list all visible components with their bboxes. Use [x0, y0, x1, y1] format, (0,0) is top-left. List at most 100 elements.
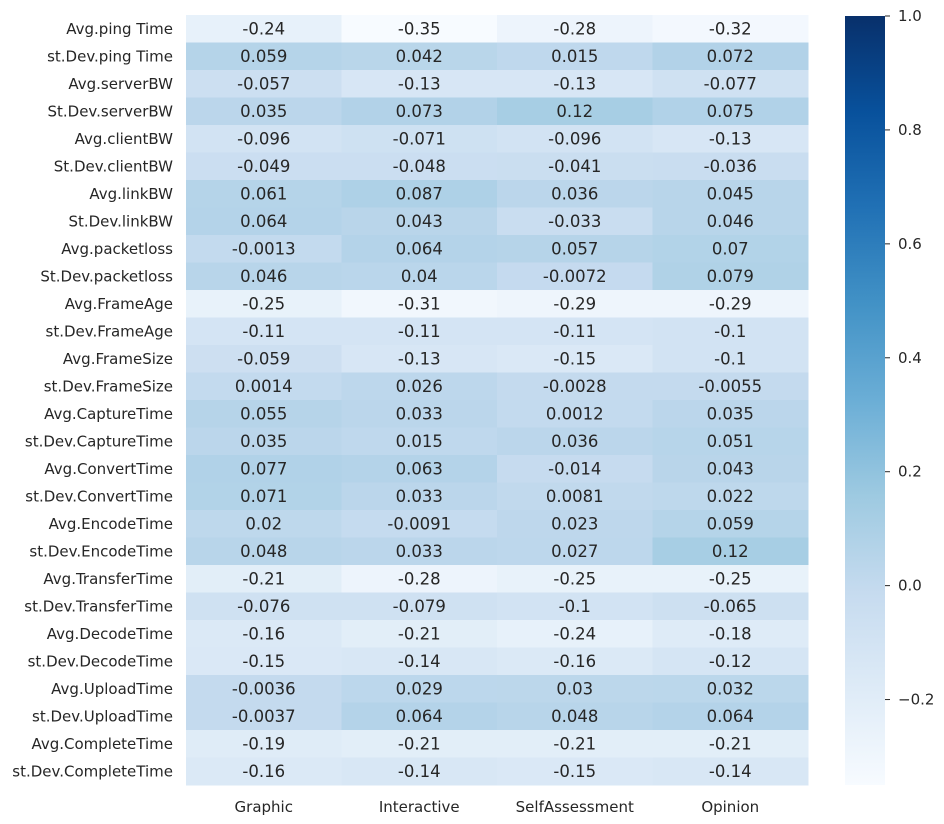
cell-value-label: 0.033	[396, 404, 443, 423]
heatmap-cell	[186, 180, 342, 208]
cell-value-label: 0.063	[396, 459, 443, 478]
cell-value-label: -0.071	[393, 129, 446, 148]
heatmap-cell	[497, 235, 653, 263]
heatmap-cell	[497, 592, 653, 621]
heatmap-cell	[652, 262, 809, 291]
row-label: st.Dev.CompleteTime	[12, 762, 173, 780]
cell-value-label: 0.061	[240, 184, 287, 203]
cell-value-label: 0.032	[707, 679, 754, 698]
heatmap-cell	[341, 592, 498, 621]
cell-value-label: 0.043	[396, 212, 443, 231]
heatmap-cell	[652, 675, 809, 703]
cell-value-label: 0.055	[240, 404, 287, 423]
row-label: Avg.packetloss	[61, 240, 173, 258]
cell-value-label: -0.1	[559, 597, 591, 616]
heatmap-cell	[186, 702, 342, 731]
cell-value-label: -0.11	[242, 322, 285, 341]
cell-value-label: 0.026	[396, 377, 443, 396]
heatmap-cell	[341, 97, 498, 126]
cell-value-label: 0.079	[707, 267, 754, 286]
heatmap-cell	[341, 647, 498, 676]
colorbar-tick-label: 0.2	[898, 463, 922, 481]
cell-value-label: 0.036	[551, 432, 598, 451]
row-label: Avg.EncodeTime	[49, 515, 173, 533]
heatmap-cell	[341, 702, 498, 731]
heatmap-cell	[497, 510, 653, 538]
cell-value-label: -0.21	[553, 734, 596, 753]
row-label: Avg.ping Time	[66, 20, 173, 38]
row-label: St.Dev.clientBW	[54, 157, 173, 175]
heatmap-cell	[652, 482, 809, 511]
cell-value-label: -0.24	[242, 19, 285, 38]
cell-value-label: -0.15	[242, 652, 285, 671]
cell-value-label: -0.25	[709, 569, 752, 588]
heatmap-cell	[652, 592, 809, 621]
row-label: Avg.FrameAge	[65, 295, 173, 313]
heatmap-cell	[186, 235, 342, 263]
heatmap-cell	[186, 70, 342, 98]
heatmap-cell	[186, 317, 342, 346]
heatmap-cell	[652, 317, 809, 346]
heatmap-cell	[497, 125, 653, 153]
heatmap-cell	[497, 482, 653, 511]
row-label: st.Dev.FrameSize	[44, 377, 173, 395]
heatmap-cell	[341, 757, 498, 786]
cell-value-label: 0.0014	[235, 377, 293, 396]
heatmap-cell	[652, 537, 809, 566]
heatmap-cell	[652, 70, 809, 98]
cell-value-label: 0.057	[551, 239, 598, 258]
cell-value-label: 0.046	[240, 267, 287, 286]
cell-value-label: 0.015	[396, 432, 443, 451]
cell-value-label: -0.096	[548, 129, 601, 148]
cell-value-label: -0.0055	[698, 377, 762, 396]
cell-value-label: -0.29	[553, 294, 596, 313]
row-label: Avg.CaptureTime	[44, 405, 173, 423]
heatmap-cell	[186, 427, 342, 456]
cell-value-label: 0.051	[707, 432, 754, 451]
colorbar-tick-label: 0.6	[898, 235, 922, 253]
heatmap-cell	[341, 70, 498, 98]
cell-value-label: -0.0037	[232, 707, 296, 726]
row-label: St.Dev.packetloss	[40, 267, 173, 285]
heatmap-cell	[652, 235, 809, 263]
cell-value-label: -0.1	[714, 322, 746, 341]
heatmap-cell	[341, 235, 498, 263]
heatmap-cell	[341, 482, 498, 511]
heatmap-cell	[497, 620, 653, 648]
cell-value-label: -0.28	[398, 569, 441, 588]
heatmap-cell	[652, 510, 809, 538]
row-label: Avg.CompleteTime	[31, 735, 173, 753]
row-label: St.Dev.linkBW	[68, 212, 173, 230]
heatmap-cell	[341, 15, 498, 43]
heatmap-cell	[186, 372, 342, 401]
cell-value-label: 0.043	[707, 459, 754, 478]
row-labels: Avg.ping Time st.Dev.ping Time Avg.serverB…	[12, 20, 173, 781]
heatmap-cell	[497, 262, 653, 291]
cell-value-label: -0.32	[709, 19, 752, 38]
cell-value-label: -0.065	[704, 597, 757, 616]
cell-value-label: -0.15	[553, 349, 596, 368]
cell-value-label: -0.059	[237, 349, 290, 368]
heatmap-cell	[186, 730, 342, 758]
heatmap-cell	[497, 42, 653, 71]
heatmap-cell	[186, 262, 342, 291]
heatmap-cell	[186, 565, 342, 593]
heatmap-cell	[341, 345, 498, 373]
cell-value-label: -0.1	[714, 349, 746, 368]
cell-value-label: -0.12	[709, 652, 752, 671]
heatmap-cell	[186, 15, 342, 43]
cell-value-label: 0.023	[551, 514, 598, 533]
heatmap-cell	[341, 730, 498, 758]
heatmap-cell	[341, 180, 498, 208]
cell-value-label: 0.029	[396, 679, 443, 698]
heatmap-cell	[186, 345, 342, 373]
heatmap-cell	[341, 42, 498, 71]
heatmap-cell	[497, 675, 653, 703]
cell-value-label: -0.19	[242, 734, 285, 753]
row-label: st.Dev.TransferTime	[24, 597, 173, 615]
heatmap-cell	[186, 510, 342, 538]
heatmap-cell	[186, 125, 342, 153]
heatmap-cell	[341, 537, 498, 566]
cell-value-label: -0.0036	[232, 679, 296, 698]
